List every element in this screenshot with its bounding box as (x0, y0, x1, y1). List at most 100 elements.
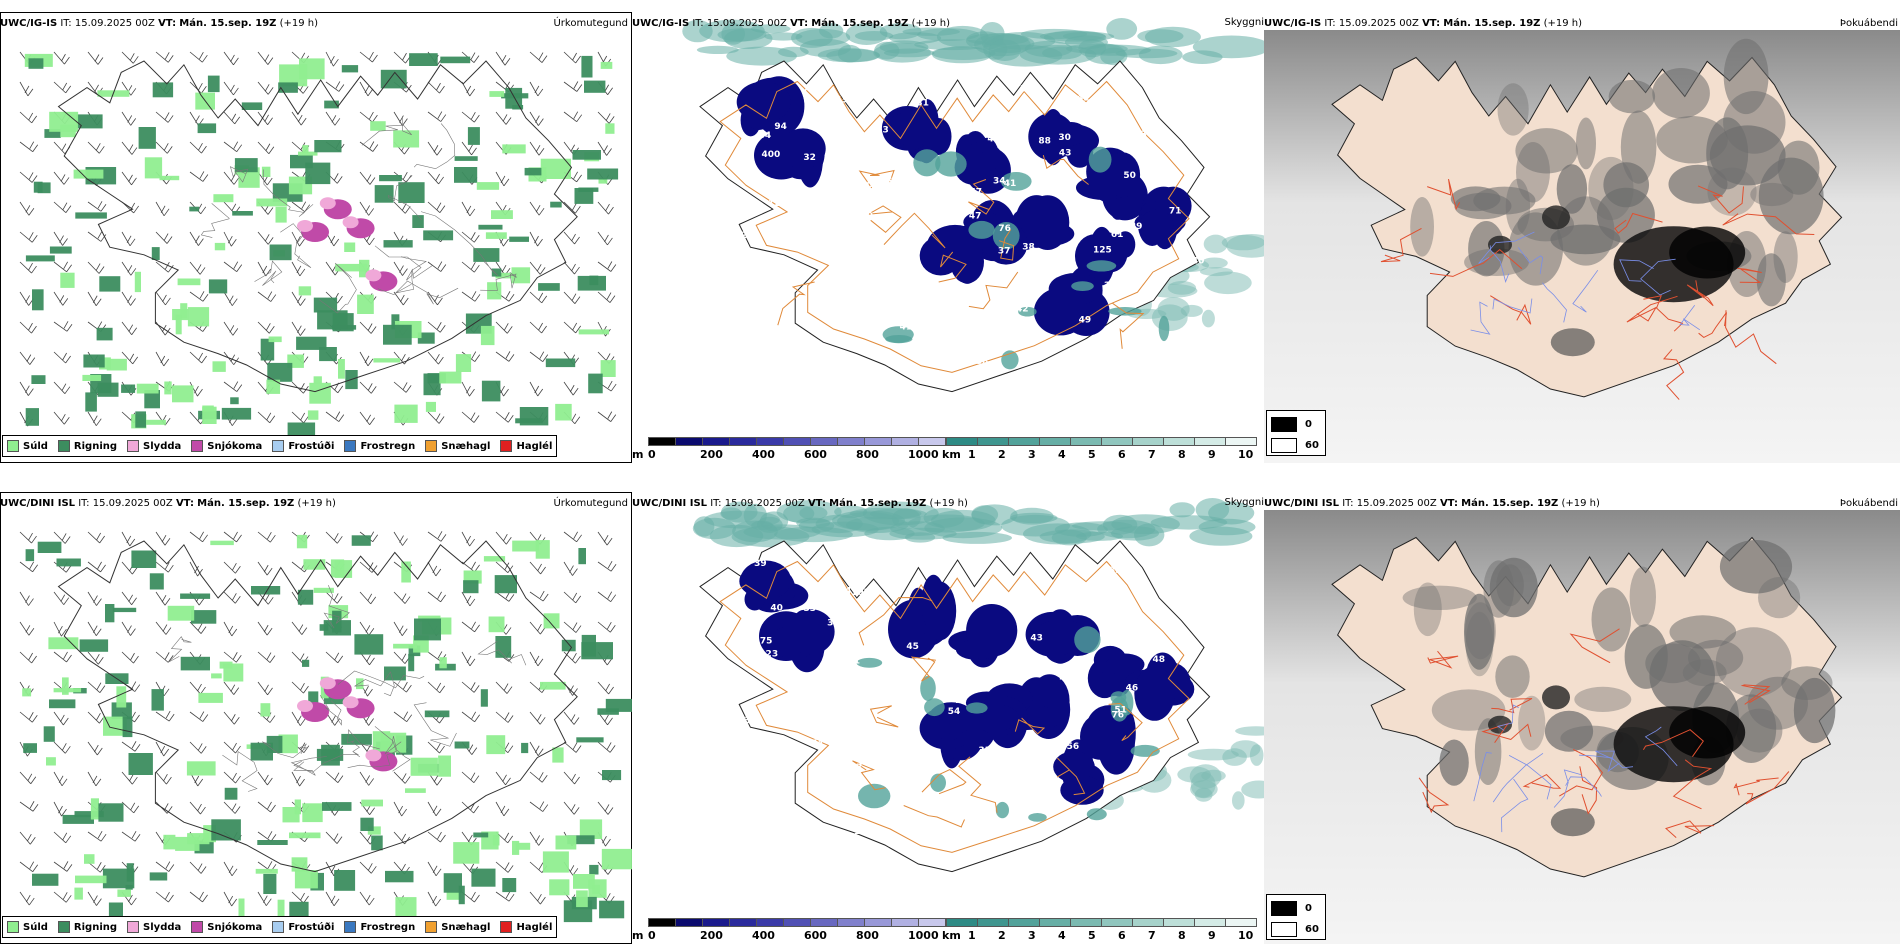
precip-map-top (0, 12, 632, 463)
visibility-value-label: 76 (803, 84, 816, 94)
colorbar-tick: 5 (1088, 929, 1096, 942)
visibility-value-label: 35 (859, 324, 872, 334)
visibility-value-label: 123 (759, 649, 778, 659)
legend-item: Súld (7, 440, 48, 452)
colorbar-segment (1164, 437, 1195, 446)
colorbar-segment (892, 918, 919, 927)
visibility-value-label: 13 (1024, 153, 1037, 163)
colorbar-segment (703, 918, 730, 927)
visibility-value-label: 51 (1114, 705, 1127, 715)
visibility-blue-field (739, 560, 1195, 822)
legend-label: Rigning (73, 440, 118, 452)
panel-type-label: Úrkomutegund (553, 18, 628, 29)
visibility-value-label: 659 (774, 234, 793, 244)
visibility-value-label: 57 (850, 763, 863, 773)
colorbar-segment (892, 437, 919, 446)
visibility-value-label: 40 (861, 211, 874, 221)
colorbar-segment (1071, 918, 1102, 927)
legend-label: Haglél (516, 440, 553, 452)
fog-map-bottom (1264, 510, 1900, 944)
fog-legend-top: 0 (1305, 903, 1312, 914)
legend-item: Frostregn (344, 440, 415, 452)
colorbar-segment (919, 437, 946, 446)
visibility-value-label: 29 (1059, 673, 1072, 683)
visibility-colorbar (946, 437, 1257, 446)
visibility-value-label: 32 (1020, 835, 1033, 845)
legend-item: Súld (7, 921, 48, 933)
colorbar-segment (730, 437, 757, 446)
visibility-value-label: 75 (760, 636, 773, 646)
fog-legend: 0 60 (1266, 410, 1326, 456)
precip-panel-top: UWC/IG-IS IT: 15.09.2025 00Z VT: Mán. 15… (0, 12, 632, 463)
visibility-value-label: 47 (987, 135, 1000, 145)
visibility-value-label: 34 (993, 176, 1006, 186)
legend-item: Snæhagl (425, 921, 490, 933)
visibility-value-label: 41 (900, 323, 913, 333)
colorbar-segment (1102, 437, 1133, 446)
visibility-value-label: 32 (803, 153, 816, 163)
visibility-value-label: 41 (1038, 804, 1051, 814)
visibility-value-label: 52 (807, 708, 820, 718)
coastline (57, 60, 578, 393)
visibility-value-label: 63 (1035, 775, 1048, 785)
visibility-value-label: 50 (1123, 171, 1136, 181)
visibility-value-label: 29 (741, 231, 754, 241)
visibility-value-label: 42 (947, 684, 960, 694)
legend-item: Snjókoma (191, 440, 262, 452)
visibility-value-label: 30 (904, 708, 917, 718)
visibility-value-label: 33 (978, 746, 991, 756)
colorbar-tick: 1 (968, 448, 976, 461)
legend-swatch (191, 921, 204, 933)
legend-swatch (500, 440, 513, 452)
legend-swatch (7, 921, 19, 933)
legend-label: Slydda (143, 440, 182, 452)
visibility-value-label: 39 (1130, 222, 1143, 232)
visibility-value-label: 31 (916, 99, 929, 109)
colorbar-tick: 1000 (908, 929, 939, 942)
legend-item: Rigning (57, 921, 117, 933)
visibility-value-label: 203 (860, 181, 879, 191)
colorbar-tick: 2 (998, 929, 1006, 942)
colorbar-segment (946, 918, 978, 927)
legend-label: Súld (23, 440, 48, 452)
visibility-value-label: 49 (1079, 316, 1092, 326)
visibility-value-label: 103 (851, 588, 870, 598)
roads (1418, 628, 1790, 838)
visibility-value-label: 58 (962, 668, 975, 678)
elevation-ticks: m 0 200 400 600 800 1000 (632, 929, 939, 943)
panel-title: UWC/IG-IS IT: 15.09.2025 00Z VT: Mán. 15… (0, 18, 319, 29)
legend-label: Snæhagl (441, 440, 491, 452)
legend-label: Snæhagl (441, 921, 491, 933)
visibility-panel-top: 158 140 38 41 29 37 30 50 47 61 88 125 43 36 30 33 32 42 3… (632, 12, 1264, 463)
panel-title: UWC/DINI ISL IT: 15.09.2025 00Z VT: Mán.… (0, 498, 336, 509)
visibility-value-label: 158 (882, 188, 901, 198)
legend-swatch (425, 921, 438, 933)
legend-label: Frostregn (360, 921, 416, 933)
colorbar-segment (865, 918, 892, 927)
visibility-value-label: 44 (839, 586, 852, 596)
visibility-value-label: 46 (953, 696, 966, 706)
panel-title: UWC/IG-IS IT: 15.09.2025 00Z VT: Mán. 15… (1264, 18, 1583, 29)
colorbar-segment (757, 918, 784, 927)
visibility-value-label: 30 (950, 798, 963, 808)
colorbar-tick: 1 (968, 929, 976, 942)
legend-swatch (272, 440, 285, 452)
visibility-value-label: 44 (990, 312, 1003, 322)
colorbar-segment (1226, 918, 1257, 927)
colorbar-tick: 400 (752, 929, 775, 942)
precip-map-bottom (0, 492, 632, 944)
legend-swatch (425, 440, 438, 452)
fog-legend-bottom: 60 (1305, 440, 1319, 451)
visibility-value-label: 37 (998, 247, 1011, 257)
colorbar-segment (1195, 918, 1226, 927)
fog-field (1402, 540, 1836, 837)
legend-item: Frostúði (272, 440, 334, 452)
precip-panel-bottom: UWC/DINI ISL IT: 15.09.2025 00Z VT: Mán.… (0, 492, 632, 944)
visibility-value-label: 63 (835, 96, 848, 106)
visibility-value-label: 43 (1059, 148, 1072, 158)
visibility-value-label: 71 (1169, 206, 1182, 216)
visibility-labels: 158 140 38 41 29 37 30 50 47 61 88 125 43 36 30 33 32 42 3… (712, 84, 1204, 372)
legend-swatch (127, 921, 140, 933)
visibility-value-label: 48 (816, 700, 829, 710)
elevation-colorbar (648, 437, 946, 446)
